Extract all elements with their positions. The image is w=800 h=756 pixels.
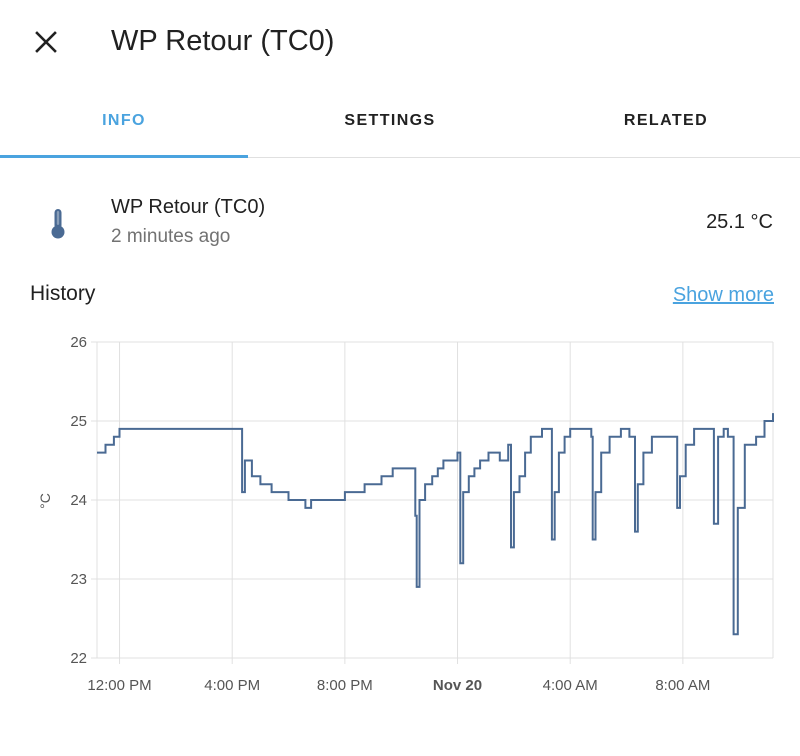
y-tick-label: 24: [70, 492, 87, 509]
series-line-temperature: [97, 413, 774, 636]
history-heading: History: [30, 282, 96, 305]
thermometer-icon: [51, 209, 65, 239]
x-tick-label: Nov 20: [433, 677, 482, 694]
y-tick-label: 22: [70, 650, 87, 667]
close-icon: [35, 31, 57, 53]
x-tick-label: 8:00 PM: [317, 677, 373, 694]
tab-info[interactable]: INFO: [102, 111, 146, 129]
entity-name: WP Retour (TC0): [111, 196, 266, 218]
x-tick-label: 4:00 PM: [204, 677, 260, 694]
dialog-header: WP Retour (TC0): [0, 0, 800, 84]
entity-state-value: 25.1 °C: [706, 211, 773, 233]
history-chart: 22 23 24 25 26 12:00 PM 4:00 PM 8:00 PM Nov 20 4:…: [37, 334, 774, 694]
x-tick-label: 8:00 AM: [655, 677, 710, 694]
y-tick-label: 25: [70, 413, 87, 430]
x-tick-label: 12:00 PM: [87, 677, 151, 694]
close-button[interactable]: [22, 18, 70, 66]
y-tick-label: 23: [70, 571, 87, 588]
tab-related[interactable]: RELATED: [623, 111, 709, 129]
active-tab-indicator: [0, 155, 248, 158]
entity-last-changed: 2 minutes ago: [111, 226, 231, 247]
y-axis-label: °C: [37, 493, 53, 509]
entity-row[interactable]: WP Retour (TC0) 2 minutes ago 25.1 °C: [0, 182, 800, 262]
x-tick-label: 4:00 AM: [543, 677, 598, 694]
show-more-link[interactable]: Show more: [672, 284, 774, 306]
tab-settings[interactable]: SETTINGS: [344, 111, 436, 129]
dialog-title: WP Retour (TC0): [111, 25, 335, 57]
tab-bar: INFO SETTINGS RELATED: [0, 84, 800, 158]
y-tick-label: 26: [70, 334, 87, 351]
